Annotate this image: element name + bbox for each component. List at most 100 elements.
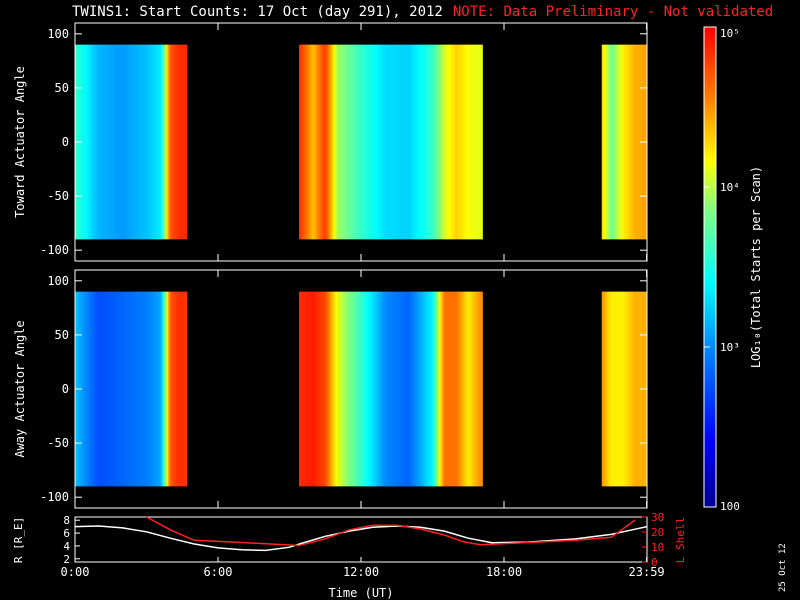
heatmap-cell xyxy=(84,44,87,240)
heatmap-cell xyxy=(308,44,311,240)
heatmap-cell xyxy=(94,291,97,487)
heatmap-cell xyxy=(474,291,477,487)
heatmap-cell xyxy=(304,291,307,487)
heatmap-cell xyxy=(103,291,106,487)
heatmap-cell xyxy=(340,44,344,240)
heatmap-cell xyxy=(168,291,171,487)
heatmap-cell xyxy=(329,44,332,240)
heatmap-cell xyxy=(615,291,618,487)
heatmap-cell xyxy=(90,44,93,240)
heatmap-cell xyxy=(118,291,122,487)
heatmap-cell xyxy=(318,291,321,487)
left-tick-label: 8 xyxy=(63,514,70,527)
heatmap-cell xyxy=(166,44,169,240)
y-tick-label: -50 xyxy=(47,436,69,450)
heatmap-cell xyxy=(476,291,479,487)
heatmap-cell xyxy=(388,291,391,487)
y-tick-label: 0 xyxy=(62,135,69,149)
heatmap-cell xyxy=(107,44,110,240)
heatmap-cell xyxy=(601,291,604,487)
y-tick-label: -100 xyxy=(40,243,69,257)
heatmap-cell xyxy=(379,44,382,240)
heatmap-cell xyxy=(434,44,437,240)
heatmap-cell xyxy=(394,291,397,487)
heatmap-cell xyxy=(95,44,99,240)
heatmap-cell xyxy=(158,44,162,240)
y-tick-label: 0 xyxy=(62,382,69,396)
heatmap-cell xyxy=(170,291,173,487)
heatmap-cell xyxy=(109,291,112,487)
heatmap-cell xyxy=(312,291,315,487)
heatmap-cell xyxy=(130,291,133,487)
heatmap-cell xyxy=(459,44,462,240)
date-stamp: 25 Oct 12 xyxy=(778,543,788,592)
heatmap-cell xyxy=(179,44,183,240)
orbit-lines xyxy=(74,516,648,552)
heatmap-cell xyxy=(436,44,439,240)
heatmap-cell xyxy=(468,291,471,487)
away-ylabel: Away Actuator Angle xyxy=(13,320,27,457)
colorbar: 10⁵ 10⁴ 10³ 100 LOG₁₀(Total Starts per Scan… xyxy=(703,26,763,513)
heatmap-cell xyxy=(162,291,165,487)
away-heatmap-columns xyxy=(75,270,648,508)
toward-ylabel: Toward Actuator Angle xyxy=(13,66,27,218)
heatmap-cell xyxy=(333,291,336,487)
heatmap-cell xyxy=(422,291,426,487)
x-tick-label: 23:59 xyxy=(629,565,665,579)
heatmap-cell xyxy=(398,44,401,240)
heatmap-cell xyxy=(160,291,164,487)
heatmap-cell xyxy=(626,44,629,240)
heatmap-cell xyxy=(400,291,403,487)
heatmap-cell xyxy=(607,44,610,240)
heatmap-cell xyxy=(151,291,154,487)
heatmap-cell xyxy=(360,291,363,487)
heatmap-cell xyxy=(428,44,431,240)
heatmap-cell xyxy=(139,44,143,240)
heatmap-cell xyxy=(164,44,167,240)
heatmap-cell xyxy=(354,291,357,487)
heatmap-cell xyxy=(409,44,412,240)
heatmap-cell xyxy=(419,291,422,487)
heatmap-cell xyxy=(396,44,399,240)
heatmap-cell xyxy=(400,44,403,240)
heatmap-cell xyxy=(323,291,327,487)
heatmap-cell xyxy=(405,44,409,240)
heatmap-cell xyxy=(636,44,639,240)
heatmap-cell xyxy=(348,44,351,240)
heatmap-cell xyxy=(342,44,346,240)
heatmap-cell xyxy=(329,291,332,487)
heatmap-cell xyxy=(314,44,317,240)
heatmap-cell xyxy=(466,291,470,487)
colorbar-ticks: 10⁵ 10⁴ 10³ 100 xyxy=(704,26,740,513)
heatmap-cell xyxy=(155,44,158,240)
heatmap-cell xyxy=(630,44,633,240)
heatmap-cell xyxy=(361,44,365,240)
heatmap-cell xyxy=(470,291,473,487)
x-tick-label: 0:00 xyxy=(61,565,90,579)
heatmap-cell xyxy=(451,44,454,240)
heatmap-cell xyxy=(455,291,458,487)
heatmap-cell xyxy=(628,44,631,240)
heatmap-cell xyxy=(316,291,319,487)
heatmap-cell xyxy=(176,291,179,487)
heatmap-cell xyxy=(86,44,89,240)
heatmap-cell xyxy=(360,44,363,240)
heatmap-cell xyxy=(316,44,319,240)
heatmap-cell xyxy=(409,291,412,487)
heatmap-cell xyxy=(132,44,135,240)
heatmap-cell xyxy=(181,44,184,240)
l-shell-series-line xyxy=(146,516,636,547)
heatmap-cell xyxy=(367,291,370,487)
heatmap-cell xyxy=(174,291,177,487)
heatmap-cell xyxy=(445,291,449,487)
heatmap-cell xyxy=(304,44,307,240)
heatmap-cell xyxy=(426,44,429,240)
heatmap-cell xyxy=(145,44,148,240)
title-main: TWINS1: Start Counts: 17 Oct (day 291), … xyxy=(72,4,443,20)
right-tick-label: 20 xyxy=(651,526,664,539)
heatmap-cell xyxy=(306,44,309,240)
heatmap-cell xyxy=(365,291,368,487)
left-tick-label: 4 xyxy=(63,540,70,553)
heatmap-cell xyxy=(411,44,414,240)
